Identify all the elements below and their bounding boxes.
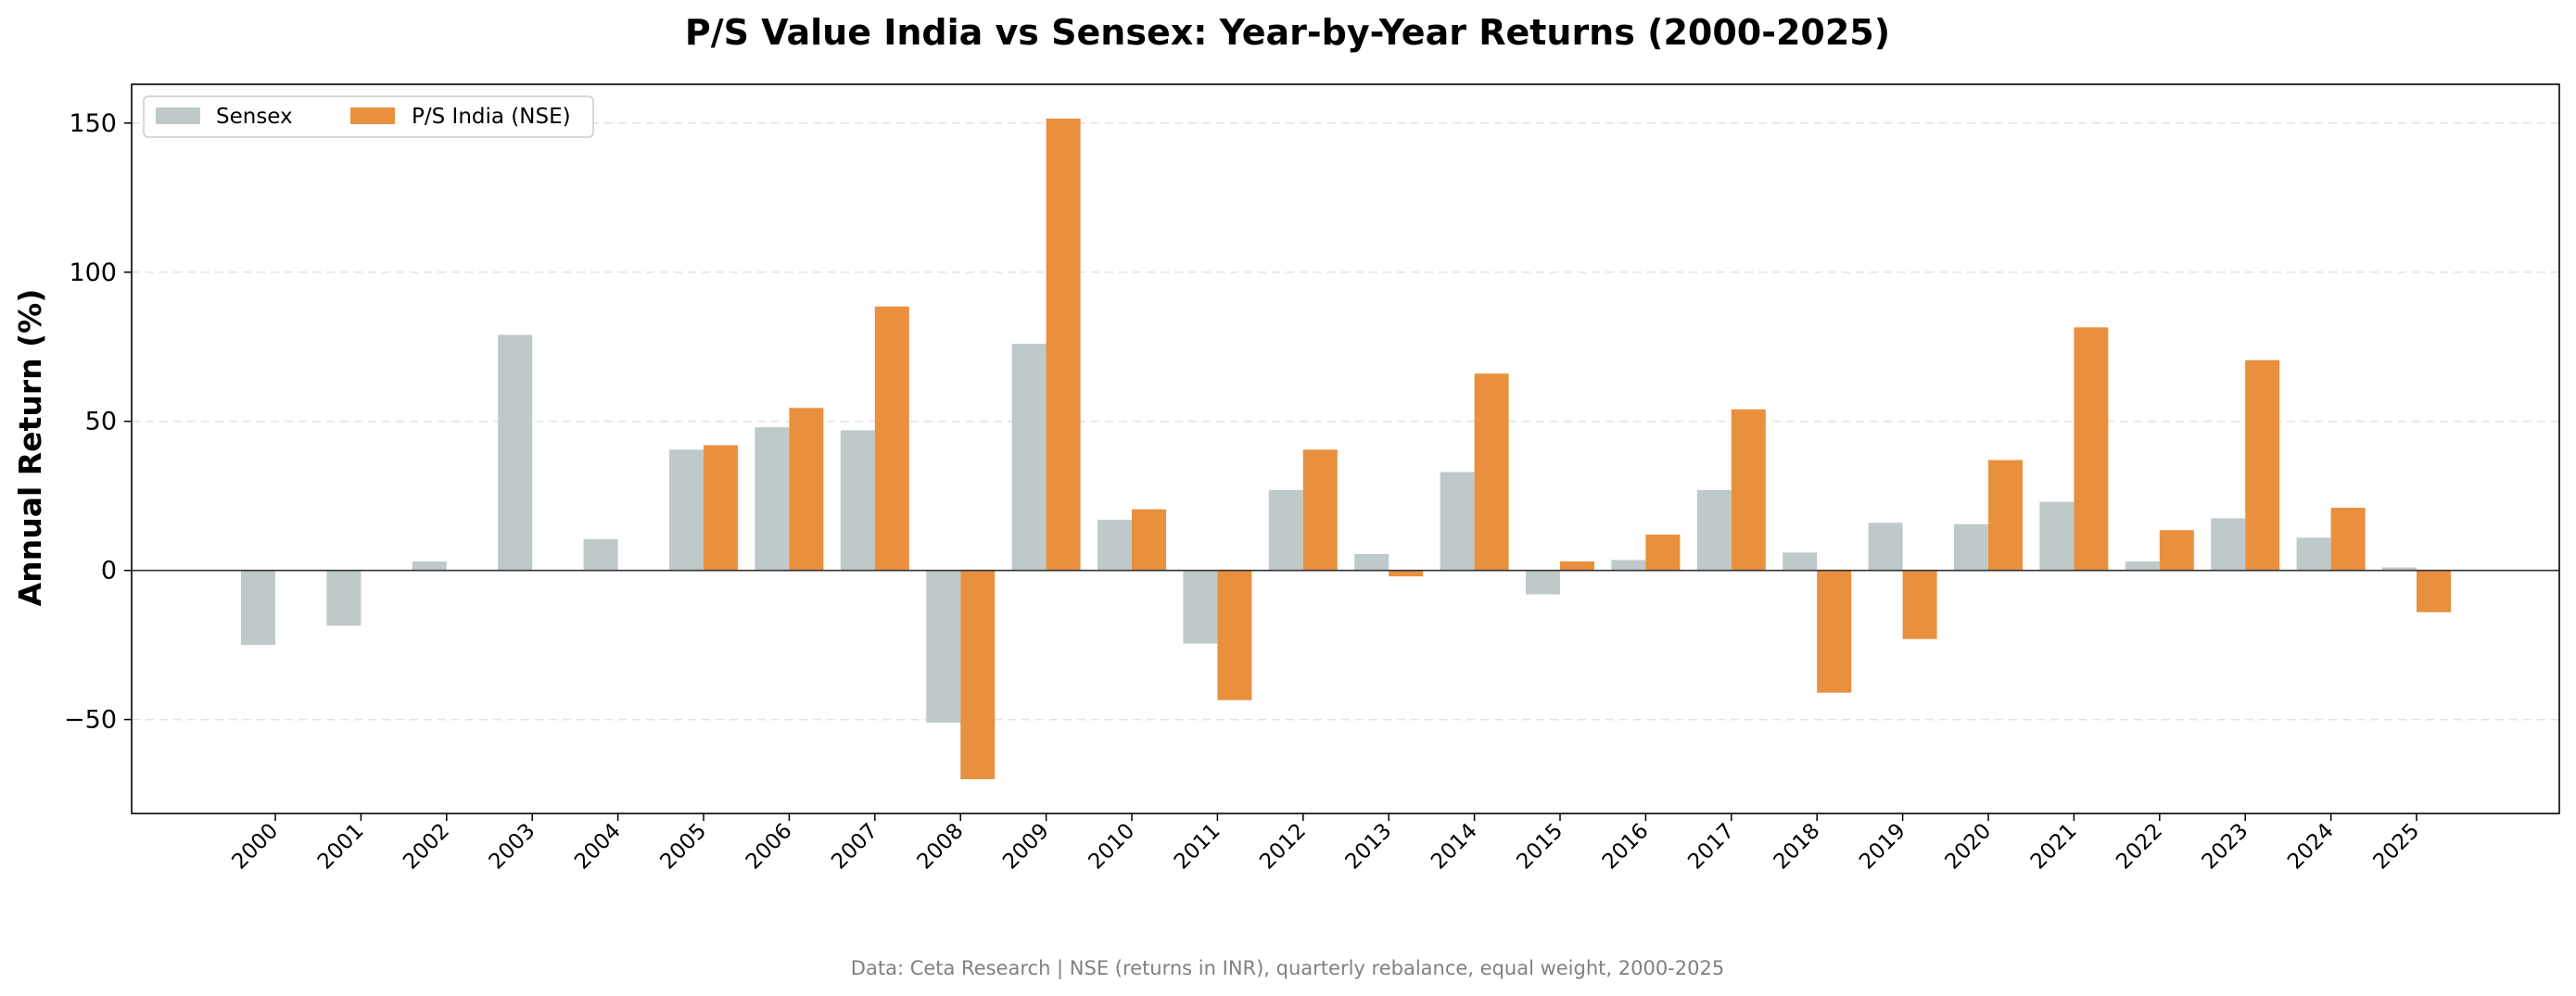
bar-ps-india-2021 — [2074, 327, 2109, 571]
bar-sensex-2015 — [1526, 570, 1560, 595]
bar-ps-india-2008 — [960, 570, 996, 779]
bar-ps-india-2015 — [1560, 561, 1594, 571]
legend-label-ps-india: P/S India (NSE) — [412, 105, 571, 129]
x-tick-label: 2019 — [1855, 819, 1910, 875]
bar-ps-india-2019 — [1902, 570, 1937, 639]
x-tick-label: 2010 — [1084, 819, 1139, 875]
bar-sensex-2001 — [326, 570, 362, 626]
bar-sensex-2023 — [2211, 518, 2246, 571]
plot-frame — [131, 83, 2560, 814]
bar-sensex-2004 — [583, 538, 618, 571]
grid-lines — [132, 122, 2559, 721]
bar-sensex-2014 — [1440, 472, 1475, 571]
bar-sensex-2006 — [755, 427, 790, 571]
bar-ps-india-2007 — [874, 306, 909, 571]
bar-sensex-2024 — [2296, 537, 2331, 571]
x-tick-label: 2012 — [1255, 819, 1311, 875]
x-tick-label: 2006 — [742, 819, 797, 875]
x-tick-label: 2000 — [227, 819, 283, 875]
y-tick-label: 0 — [101, 557, 117, 586]
bar-sensex-2003 — [498, 334, 533, 571]
bar-sensex-2007 — [840, 430, 875, 571]
x-tick-label: 2024 — [2283, 819, 2339, 875]
legend: Sensex P/S India (NSE) — [143, 95, 594, 138]
y-tick-label: 100 — [69, 258, 117, 287]
x-tick-label: 2008 — [913, 819, 969, 875]
y-axis-ticks: −50 0 50 100 150 — [64, 109, 132, 735]
bar-sensex-2000 — [241, 570, 275, 646]
bar-sensex-2025 — [2382, 567, 2417, 571]
bar-ps-india-2017 — [1731, 409, 1766, 571]
bar-sensex-2012 — [1268, 489, 1303, 571]
bar-sensex-2021 — [2039, 501, 2075, 571]
bar-ps-india-2022 — [2159, 530, 2194, 571]
bar-sensex-2002 — [412, 561, 447, 571]
y-tick-label: −50 — [64, 706, 117, 735]
y-tick-label: 50 — [85, 408, 117, 436]
x-tick-label: 2025 — [2368, 819, 2424, 875]
legend-label-sensex: Sensex — [216, 105, 293, 129]
y-axis-label: Annual Return (%) — [12, 289, 48, 607]
legend-swatch-ps-india — [350, 107, 395, 124]
chart-title: P/S Value India vs Sensex: Year-by-Year … — [685, 12, 1890, 53]
x-tick-label: 2017 — [1683, 819, 1739, 875]
bar-sensex-2005 — [669, 449, 704, 571]
bar-ps-india-2011 — [1217, 570, 1252, 700]
x-tick-label: 2014 — [1427, 819, 1482, 875]
bar-ps-india-2018 — [1817, 570, 1852, 693]
x-tick-label: 2016 — [1598, 819, 1654, 875]
bar-sensex-2019 — [1868, 523, 1903, 571]
bar-sensex-2013 — [1354, 553, 1390, 571]
x-tick-label: 2023 — [2198, 819, 2253, 875]
legend-swatch-sensex — [156, 107, 200, 124]
bar-ps-india-2014 — [1474, 373, 1509, 571]
x-tick-label: 2002 — [399, 819, 454, 875]
bar-sensex-2018 — [1783, 552, 1818, 571]
bar-sensex-2010 — [1098, 519, 1132, 571]
bar-ps-india-2006 — [789, 408, 824, 571]
x-tick-label: 2013 — [1341, 819, 1397, 875]
bars — [241, 119, 2451, 779]
bar-sensex-2020 — [1954, 523, 1988, 571]
bar-sensex-2008 — [926, 570, 961, 723]
x-axis-ticks: 2000 2001 2002 2003 2004 2005 2006 2007 2008 2009… — [227, 813, 2424, 875]
bar-sensex-2011 — [1183, 570, 1218, 644]
x-tick-label: 2005 — [655, 819, 711, 875]
footer-note: Data: Ceta Research | NSE (returns in IN… — [851, 957, 1724, 980]
bar-ps-india-2023 — [2245, 359, 2280, 571]
x-tick-label: 2011 — [1170, 819, 1225, 875]
bar-ps-india-2009 — [1046, 119, 1081, 571]
x-tick-label: 2007 — [827, 819, 882, 875]
bar-sensex-2022 — [2125, 561, 2160, 571]
x-tick-label: 2020 — [1940, 819, 1996, 875]
x-tick-label: 2018 — [1770, 819, 1825, 875]
bar-sensex-2009 — [1011, 344, 1047, 571]
bar-ps-india-2012 — [1302, 449, 1338, 571]
bar-sensex-2017 — [1696, 489, 1732, 571]
x-tick-label: 2001 — [313, 819, 369, 875]
bar-ps-india-2024 — [2330, 508, 2366, 571]
bar-ps-india-2010 — [1132, 509, 1166, 571]
bar-ps-india-2020 — [1988, 460, 2023, 571]
x-tick-label: 2015 — [1512, 819, 1567, 875]
bar-ps-india-2013 — [1389, 570, 1424, 577]
x-tick-label: 2004 — [570, 819, 626, 875]
bar-ps-india-2016 — [1645, 535, 1681, 571]
bar-ps-india-2025 — [2417, 570, 2451, 612]
y-tick-label: 150 — [69, 109, 117, 138]
x-tick-label: 2009 — [998, 819, 1054, 875]
bar-ps-india-2005 — [704, 445, 738, 571]
x-tick-label: 2021 — [2026, 819, 2082, 875]
x-tick-label: 2022 — [2112, 819, 2167, 875]
bar-sensex-2016 — [1611, 560, 1646, 571]
x-tick-label: 2003 — [485, 819, 540, 875]
